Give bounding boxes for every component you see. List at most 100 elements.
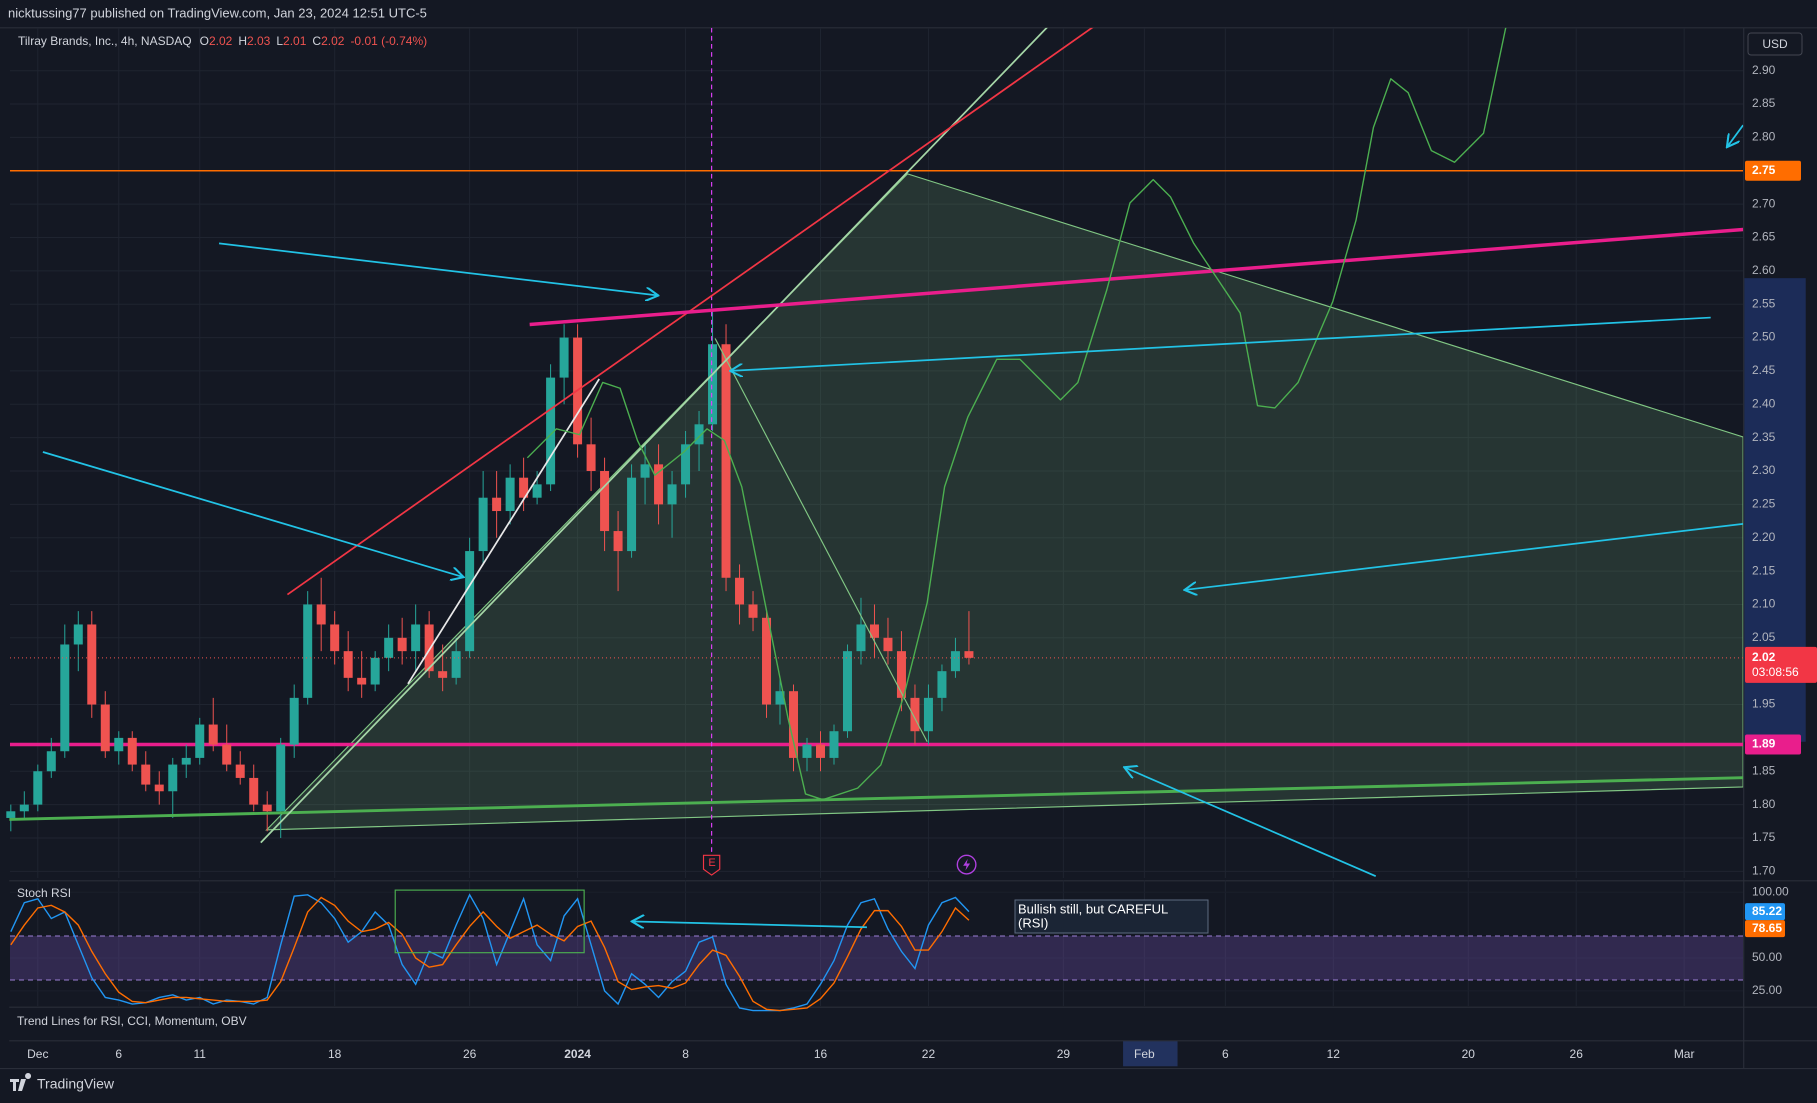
candle-body bbox=[937, 671, 947, 698]
candle-body bbox=[114, 737, 124, 752]
legend-change: -0.01 (-0.74%) bbox=[350, 34, 427, 48]
arrow bbox=[1124, 767, 1377, 878]
candle-body bbox=[627, 477, 637, 552]
candle-body bbox=[330, 624, 340, 652]
stoch-value: 85.22 bbox=[1752, 904, 1782, 918]
trend-line bbox=[714, 338, 928, 743]
y-tick-label: 2.70 bbox=[1752, 196, 1776, 210]
candle-body bbox=[60, 644, 70, 752]
y-tick-label: 1.80 bbox=[1752, 797, 1776, 811]
candle-body bbox=[694, 424, 704, 445]
candle-body bbox=[896, 651, 906, 698]
candle-body bbox=[303, 604, 313, 698]
y-tick-label: 2.35 bbox=[1752, 430, 1776, 444]
legend-label: L bbox=[276, 34, 283, 48]
candle-body bbox=[532, 484, 542, 498]
candle-body bbox=[721, 344, 731, 578]
candle-body bbox=[856, 624, 866, 652]
arrow bbox=[42, 451, 464, 577]
stoch-value: 78.65 bbox=[1752, 921, 1782, 935]
candle-body bbox=[775, 691, 785, 705]
currency: USD bbox=[1762, 37, 1788, 51]
y-tick-label: 2.15 bbox=[1752, 563, 1776, 577]
y-tick-label: 2.20 bbox=[1752, 530, 1776, 544]
candle-body bbox=[465, 551, 475, 652]
candle-body bbox=[208, 724, 218, 745]
candle-body bbox=[451, 651, 461, 678]
candle-body bbox=[181, 757, 191, 765]
grid bbox=[10, 28, 1743, 1006]
y-tick-label: 1.85 bbox=[1752, 763, 1776, 777]
candle-body bbox=[6, 811, 16, 818]
y-tick-label: 2.10 bbox=[1752, 597, 1776, 611]
y-tick-label: 2.55 bbox=[1752, 296, 1776, 310]
candle-body bbox=[829, 731, 839, 758]
candle-body bbox=[370, 657, 380, 685]
candle-body bbox=[424, 624, 434, 672]
candle-body bbox=[316, 604, 326, 625]
candle-body bbox=[546, 377, 556, 485]
candle-body bbox=[235, 764, 245, 778]
lightning-icon bbox=[963, 858, 971, 871]
y-tick-label: 1.95 bbox=[1752, 697, 1776, 711]
candle-body bbox=[222, 744, 232, 765]
candle-body bbox=[762, 617, 772, 705]
y-tick-label: 50.00 bbox=[1752, 950, 1782, 964]
candle-body bbox=[964, 651, 974, 658]
legend: Tilray Brands, Inc., 4h, NASDAQ O2.02 H2.0… bbox=[18, 34, 427, 48]
stoch-line bbox=[10, 893, 970, 1012]
y-tick-label: 1.75 bbox=[1752, 830, 1776, 844]
band bbox=[10, 936, 1743, 980]
annotation-box bbox=[1014, 899, 1209, 934]
candle-body bbox=[276, 744, 286, 812]
x-tick-label: Mar bbox=[1674, 1047, 1695, 1061]
x-tick-label: Feb bbox=[1134, 1047, 1155, 1061]
highlight-box bbox=[394, 889, 585, 954]
candle-body bbox=[842, 651, 852, 732]
candle-body bbox=[559, 337, 569, 378]
candle-body bbox=[748, 604, 758, 618]
arrow bbox=[1184, 523, 1744, 590]
pane-title: Stoch RSI bbox=[17, 886, 71, 900]
candle-body bbox=[19, 804, 29, 812]
event-label: E bbox=[708, 857, 715, 869]
candle-body bbox=[708, 344, 718, 425]
y-tick-label: 2.85 bbox=[1752, 96, 1776, 110]
x-tick-label: 6 bbox=[115, 1047, 122, 1061]
countdown: 03:08:56 bbox=[1752, 665, 1799, 679]
candle-body bbox=[478, 497, 488, 552]
candle-body bbox=[815, 744, 825, 758]
last-price-badge bbox=[1745, 646, 1817, 683]
candle-body bbox=[869, 624, 879, 638]
trend-line bbox=[407, 378, 600, 685]
legend-value: 2.03 bbox=[247, 34, 271, 48]
stoch-drawings bbox=[394, 889, 867, 954]
y-tick-label: 2.60 bbox=[1752, 263, 1776, 277]
candle-body bbox=[249, 777, 259, 805]
candle-body bbox=[289, 697, 299, 745]
y-tick-label: 25.00 bbox=[1752, 983, 1782, 997]
y-tick-label: 2.30 bbox=[1752, 463, 1776, 477]
drawings bbox=[9, 27, 1744, 878]
y-tick-label: 1.70 bbox=[1752, 864, 1776, 878]
candle-body bbox=[505, 477, 515, 512]
candle-body bbox=[667, 484, 677, 505]
x-tick-label: 16 bbox=[814, 1047, 828, 1061]
candle-body bbox=[586, 444, 596, 472]
level-badge bbox=[1745, 160, 1801, 181]
y-tick-label: 2.45 bbox=[1752, 363, 1776, 377]
x-tick-label: 22 bbox=[922, 1047, 936, 1061]
arrow bbox=[1727, 124, 1744, 147]
candle-body bbox=[46, 751, 56, 772]
x-tick-label: 26 bbox=[463, 1047, 477, 1061]
candle-body bbox=[600, 471, 610, 532]
currency-box bbox=[1747, 32, 1803, 56]
x-tick-label: 20 bbox=[1462, 1047, 1476, 1061]
x-tick-label: 29 bbox=[1057, 1047, 1071, 1061]
candle-body bbox=[141, 764, 151, 785]
level-label: 2.75 bbox=[1752, 163, 1776, 177]
candle-body bbox=[802, 744, 812, 758]
candle-body bbox=[168, 764, 178, 792]
